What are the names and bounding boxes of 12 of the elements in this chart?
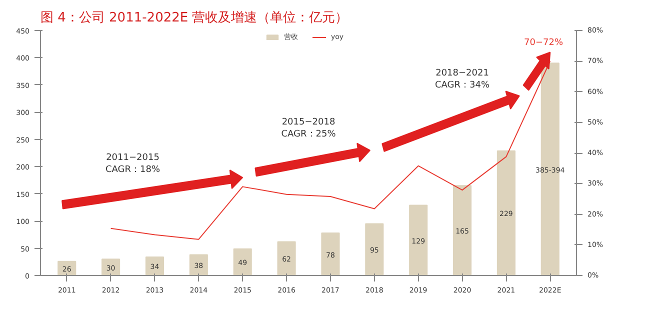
- bar: [321, 232, 340, 276]
- bar: [409, 204, 428, 276]
- annotation: 70−72%: [524, 38, 564, 48]
- bar: [365, 223, 384, 276]
- bar: [277, 241, 296, 276]
- annotation: 2011−2015 CAGR：18%: [106, 152, 160, 175]
- annotation: 2015−2018 CAGR：25%: [281, 117, 336, 140]
- annotation: 2018−2021 CAGR：34%: [435, 68, 490, 90]
- chart-title: 图 4：公司 2011-2022E 营收及增速（单位：亿元）: [40, 10, 348, 26]
- bar: [233, 248, 252, 276]
- bar: [496, 150, 516, 276]
- bar: [452, 185, 472, 276]
